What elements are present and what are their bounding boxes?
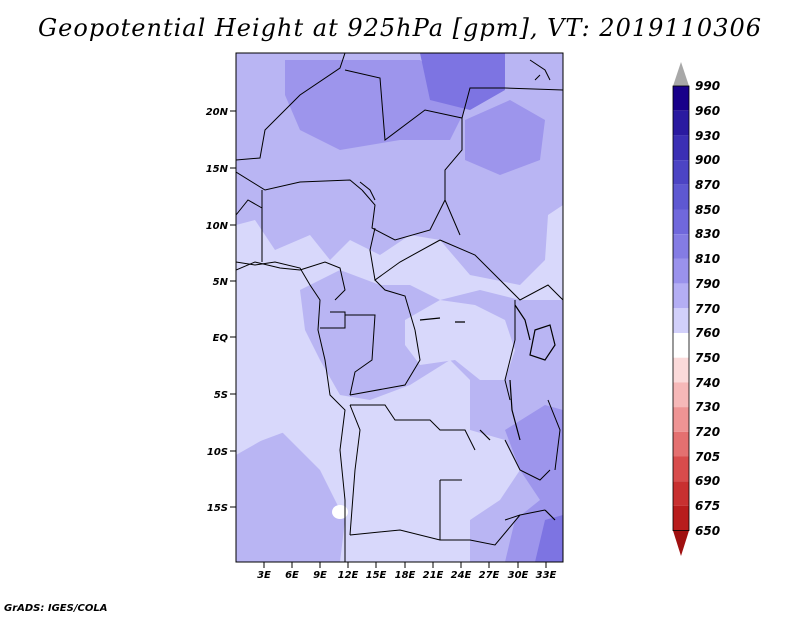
lat-tick-15N: 15N <box>206 164 236 175</box>
colorbar-label-705: 705 <box>695 450 720 464</box>
colorbar-cell-810 <box>673 258 689 284</box>
lon-tick-6E: 6E <box>285 562 299 581</box>
colorbar-label-740: 740 <box>695 376 720 390</box>
lon-label-3E: 3E <box>257 570 271 581</box>
height-field-850-se <box>535 515 563 562</box>
colorbar-label-990: 990 <box>695 79 720 93</box>
colorbar-label-650: 650 <box>695 524 720 538</box>
lat-label-EQ: EQ <box>213 333 229 344</box>
colorbar-label-790: 790 <box>695 277 720 291</box>
colorbar-cell-790 <box>673 283 689 309</box>
colorbar-label-675: 675 <box>695 499 720 513</box>
height-field-790-west <box>236 270 300 450</box>
colorbar-cell-740 <box>673 382 689 408</box>
colorbar-label-850: 850 <box>695 203 720 217</box>
colorbar-cell-730 <box>673 407 689 432</box>
lakes <box>419 304 556 521</box>
lat-axis: 20N 15N 10N 5N EQ 5S 10S 15S <box>206 107 236 514</box>
lon-label-15E: 15E <box>366 570 387 581</box>
colorbar-label-960: 960 <box>695 104 720 118</box>
colorbar-cell-850 <box>673 209 689 235</box>
lat-tick-10S: 10S <box>207 447 236 458</box>
colorbar-label-770: 770 <box>695 302 720 316</box>
colorbar-cell-675 <box>673 505 689 531</box>
lat-label-20N: 20N <box>206 107 229 118</box>
lon-label-30E: 30E <box>508 570 529 581</box>
colorbar-cell-960 <box>673 110 689 136</box>
colorbar-cell-870 <box>673 184 689 210</box>
colorbar-cell-760 <box>673 333 689 358</box>
lon-label-6E: 6E <box>285 570 299 581</box>
lon-tick-3E: 3E <box>257 562 271 581</box>
height-field-790-basin <box>405 300 515 380</box>
colorbar-cell-770 <box>673 308 689 333</box>
lat-tick-10N: 10N <box>206 221 236 232</box>
colorbar-bottom-arrow <box>673 530 689 556</box>
colorbar-cell-830 <box>673 234 689 259</box>
lon-label-27E: 27E <box>479 570 500 581</box>
height-field-850-north <box>420 53 505 110</box>
lon-tick-24E: 24E <box>451 562 472 581</box>
lon-label-9E: 9E <box>313 570 327 581</box>
lat-label-10N: 10N <box>206 221 229 232</box>
lon-tick-21E: 21E <box>423 562 444 581</box>
lon-tick-30E: 30E <box>508 562 529 581</box>
height-field-830-ne <box>465 100 545 175</box>
lat-tick-15S: 15S <box>207 503 236 514</box>
map-panel <box>236 53 563 562</box>
lon-label-12E: 12E <box>338 570 359 581</box>
lon-label-21E: 21E <box>423 570 444 581</box>
lat-label-5S: 5S <box>214 390 228 401</box>
lon-label-24E: 24E <box>451 570 472 581</box>
colorbar-cell-720 <box>673 431 689 457</box>
lon-tick-12E: 12E <box>338 562 359 581</box>
map-frame <box>235 52 564 563</box>
lat-tick-5S: 5S <box>214 390 236 401</box>
lon-tick-27E: 27E <box>479 562 500 581</box>
lat-label-10S: 10S <box>207 447 228 458</box>
lon-label-33E: 33E <box>536 570 557 581</box>
lat-tick-20N: 20N <box>206 107 236 118</box>
colorbar-outline <box>672 85 690 532</box>
colorbar-cell-930 <box>673 135 689 161</box>
lat-label-5N: 5N <box>213 277 229 288</box>
height-field-830-north <box>285 60 470 150</box>
country-borders <box>236 53 563 546</box>
lat-label-15S: 15S <box>207 503 228 514</box>
colorbar-cell-900 <box>673 160 689 185</box>
colorbar-label-690: 690 <box>695 474 720 488</box>
lat-tick-EQ: EQ <box>213 333 236 344</box>
colorbar-label-730: 730 <box>695 400 720 414</box>
map-title: Geopotential Height at 925hPa [gpm], VT:… <box>38 14 762 42</box>
lat-label-15N: 15N <box>206 164 229 175</box>
colorbar-cell-690 <box>673 481 689 506</box>
colorbar-label-810: 810 <box>695 252 720 266</box>
colorbar-cell-990 <box>673 86 689 111</box>
colorbar: 990 960 930 900 870 850 830 810 790 770 … <box>672 62 720 556</box>
lon-axis: 3E 6E 9E 12E 15E 18E 21E 24E 27E 30E 33E <box>257 562 557 581</box>
lon-tick-15E: 15E <box>366 562 387 581</box>
colorbar-label-900: 900 <box>695 153 720 167</box>
colorbar-top-arrow <box>673 62 689 86</box>
colorbar-label-830: 830 <box>695 227 720 241</box>
height-field-790-south <box>345 405 505 530</box>
height-field-760-spot <box>332 505 348 519</box>
colorbar-cell-705 <box>673 456 689 482</box>
lon-tick-18E: 18E <box>395 562 416 581</box>
lon-tick-33E: 33E <box>536 562 557 581</box>
colorbar-label-750: 750 <box>695 351 720 365</box>
coastlines <box>236 59 551 562</box>
colorbar-label-720: 720 <box>695 425 720 439</box>
colorbar-label-870: 870 <box>695 178 720 192</box>
grads-credit: GrADS: IGES/COLA <box>4 603 108 614</box>
colorbar-label-930: 930 <box>695 129 720 143</box>
lat-tick-5N: 5N <box>213 277 236 288</box>
height-field-810-southwest <box>236 430 345 562</box>
colorbar-cell-750 <box>673 357 689 383</box>
lon-label-18E: 18E <box>395 570 416 581</box>
lon-tick-9E: 9E <box>313 562 327 581</box>
colorbar-label-760: 760 <box>695 326 720 340</box>
